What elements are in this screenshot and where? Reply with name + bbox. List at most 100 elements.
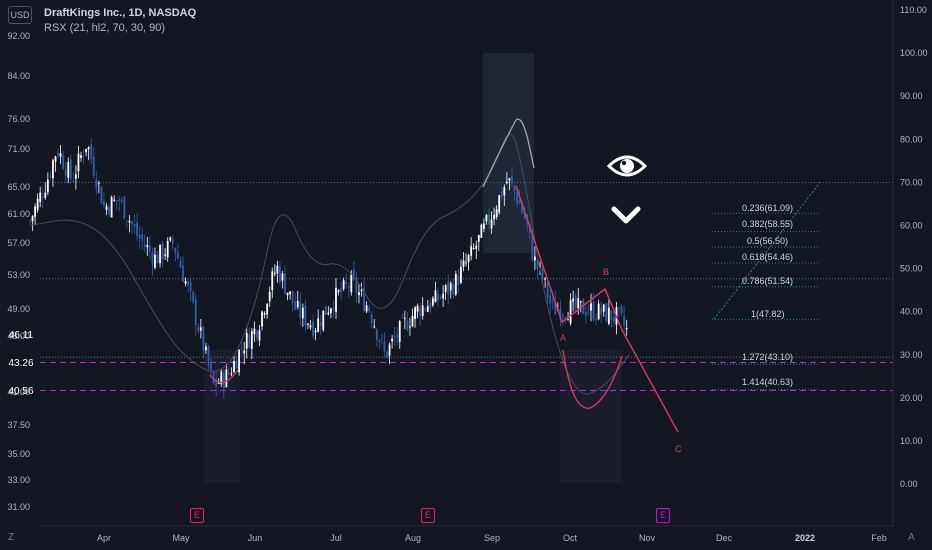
candle-body: [250, 331, 253, 349]
candle-body: [286, 292, 289, 296]
candle-body: [467, 254, 470, 262]
candle-body: [126, 220, 128, 222]
earnings-event-icon-upcoming[interactable]: E: [656, 508, 670, 523]
candle-body: [309, 325, 312, 328]
candle: [375, 328, 378, 347]
candle-body: [592, 301, 595, 320]
candle-body: [49, 175, 52, 177]
candle: [505, 172, 508, 185]
candle-body: [330, 308, 332, 313]
candle: [483, 218, 485, 233]
candle-body: [75, 174, 77, 179]
candle-body: [187, 281, 189, 286]
price-tick-label: 71.00: [7, 144, 30, 154]
candle-body: [585, 311, 587, 316]
candle: [386, 350, 388, 359]
candle-body: [143, 244, 146, 247]
candle-body: [355, 277, 358, 294]
candle-body: [192, 291, 195, 302]
candle: [286, 292, 289, 301]
chevron-down-icon[interactable]: [610, 204, 642, 228]
candle-body: [600, 307, 603, 315]
candle: [381, 333, 383, 345]
candle: [29, 219, 31, 224]
candle: [64, 162, 67, 184]
candle-body: [291, 290, 294, 304]
candle: [75, 165, 77, 190]
eye-icon[interactable]: [607, 148, 647, 184]
candle: [439, 294, 442, 300]
fib-label-05: 0.5(56.50): [747, 236, 789, 246]
candle: [485, 214, 488, 225]
candle-body: [358, 292, 360, 296]
candle: [414, 305, 416, 328]
candle: [312, 314, 314, 339]
timezone-button[interactable]: Z: [8, 532, 15, 543]
price-tick-label: 41.00: [7, 387, 30, 397]
candle-body: [314, 330, 317, 333]
candle-body: [217, 382, 220, 384]
candle-body: [133, 224, 136, 227]
earnings-event-icon-aug[interactable]: E: [421, 508, 435, 523]
candle-body: [551, 300, 554, 302]
earnings-event-icon-may[interactable]: E: [190, 508, 204, 523]
candle: [105, 202, 108, 216]
symbol-title[interactable]: DraftKings Inc., 1D, NASDAQ: [44, 7, 197, 19]
candle: [197, 323, 200, 334]
rsx-oversold-segment-may: [209, 369, 239, 383]
candle-body: [141, 234, 144, 241]
candle-body: [263, 312, 266, 315]
candle: [618, 307, 620, 318]
candle-body: [363, 287, 365, 311]
candle: [220, 368, 223, 387]
candle: [46, 172, 49, 196]
candle-body: [437, 293, 439, 301]
candle-body: [618, 307, 620, 309]
currency-label[interactable]: USD: [8, 6, 32, 24]
candle: [217, 378, 220, 384]
candle-body: [398, 321, 401, 342]
candle-body: [202, 326, 205, 352]
candle-body: [447, 281, 450, 295]
candle-body: [36, 198, 39, 211]
candle: [253, 321, 256, 342]
candle: [194, 293, 197, 336]
candle: [31, 215, 34, 231]
auto-scale-button[interactable]: A: [908, 532, 915, 543]
candle: [174, 247, 177, 262]
candle-body: [184, 281, 187, 284]
fib-label-1: 1(47.82): [751, 309, 785, 319]
candle-body: [472, 247, 475, 249]
indicator-title[interactable]: RSX (21, hl2, 70, 30, 90): [44, 22, 166, 34]
candle: [189, 277, 192, 302]
candle: [212, 370, 215, 385]
candle-body: [69, 159, 72, 179]
candle-body: [597, 303, 600, 320]
candle: [388, 342, 391, 365]
candle: [363, 277, 365, 313]
candle: [536, 259, 539, 280]
candle-body: [541, 267, 544, 281]
candle: [263, 311, 266, 319]
candle: [511, 166, 513, 188]
candle: [477, 234, 480, 251]
rsx-tick-label: 20.00: [900, 393, 923, 403]
candle: [567, 311, 569, 321]
fib-trend-line: [713, 182, 821, 320]
rsx-tick-label: 80.00: [900, 134, 923, 144]
candle: [347, 282, 350, 298]
candle: [572, 290, 575, 312]
candle: [87, 146, 90, 161]
candle-body: [546, 282, 549, 299]
candle: [330, 307, 332, 319]
candle: [95, 170, 98, 195]
candle: [103, 191, 105, 208]
candle-body: [169, 237, 172, 241]
candle-body: [434, 290, 437, 302]
candle-body: [607, 307, 610, 324]
candle: [177, 243, 179, 260]
candle-body: [590, 303, 592, 311]
candle-body: [220, 371, 223, 385]
candle: [187, 278, 189, 293]
